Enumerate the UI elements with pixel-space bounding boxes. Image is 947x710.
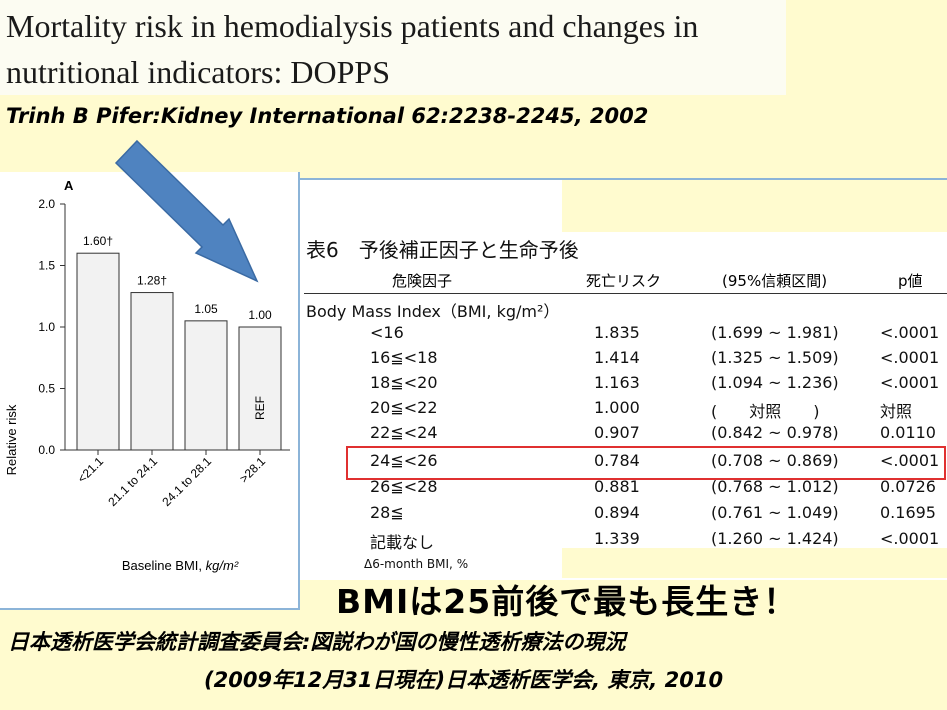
bar-value-label: 1.28† xyxy=(137,274,167,288)
arrow-icon xyxy=(114,139,259,283)
paper-title-line2: nutritional indicators: DOPPS xyxy=(6,54,390,90)
group-label: Body Mass Index（BMI, kg/m²） xyxy=(306,302,560,321)
row-risk: 0.881 xyxy=(594,477,640,496)
row-risk: 0.784 xyxy=(594,451,640,470)
row-factor: 22≦<24 xyxy=(370,423,438,442)
ref-label: REF xyxy=(253,396,267,420)
row-risk: 0.894 xyxy=(594,503,640,522)
row-risk: 1.414 xyxy=(594,348,640,367)
bar-value-label: 1.00 xyxy=(248,308,272,322)
title-highlight xyxy=(562,180,947,232)
row-p: 0.0110 xyxy=(880,423,936,442)
row-ci: (1.325 ~ 1.509) xyxy=(711,348,839,367)
row-p: <.0001 xyxy=(880,323,940,342)
x-axis-label-unit: kg/m² xyxy=(206,558,239,573)
footer-line2: (2009年12月31日現在)日本透析医学会, 東京, 2010 xyxy=(204,668,724,692)
row-p: <.0001 xyxy=(880,451,940,470)
row-factor: 28≦ xyxy=(370,503,404,522)
table-title: 表6 予後補正因子と生命予後 xyxy=(306,238,579,262)
row-factor: 16≦<18 xyxy=(370,348,438,367)
row-ci: (0.842 ~ 0.978) xyxy=(711,423,839,442)
row-factor: 20≦<22 xyxy=(370,398,438,417)
row-p: <.0001 xyxy=(880,348,940,367)
row-risk: 1.835 xyxy=(594,323,640,342)
x-axis-label-prefix: Baseline BMI, xyxy=(122,558,206,573)
row-ci: ( 対照 ) xyxy=(711,402,820,421)
x-axis-label: Baseline BMI, kg/m² xyxy=(122,558,239,573)
panel-label: A xyxy=(64,178,74,193)
header-factor: 危険因子 xyxy=(392,272,453,290)
next-group-label: Δ6-month BMI, % xyxy=(364,557,469,571)
bar-chart: A Relative risk 0.0 0.5 1.0 1.5 2.0 1.60† 1.2… xyxy=(4,178,290,573)
row-ci: (0.768 ~ 1.012) xyxy=(711,477,839,496)
bar-value-label: 1.05 xyxy=(194,302,218,316)
header-ci: (95%信頼区間) xyxy=(722,272,828,290)
citation: Trinh B Pifer:Kidney International 62:22… xyxy=(6,104,649,128)
row-ci: (1.699 ~ 1.981) xyxy=(711,323,839,342)
row-factor: 26≦<28 xyxy=(370,477,438,496)
row-p: <.0001 xyxy=(880,373,940,392)
row-p: 対照 xyxy=(880,402,913,421)
header-divider xyxy=(304,293,947,294)
y-tick-label: 1.0 xyxy=(38,320,55,334)
paper-title-line1: Mortality risk in hemodialysis patients … xyxy=(6,8,699,44)
headline: BMIは25前後で最も長生き！ xyxy=(336,582,798,621)
row-risk: 1.000 xyxy=(594,398,640,417)
bar xyxy=(184,320,228,451)
row-ci: (1.094 ~ 1.236) xyxy=(711,373,839,392)
row-risk: 0.907 xyxy=(594,423,640,442)
bar xyxy=(76,252,120,451)
bottom-highlight xyxy=(562,548,947,578)
header-risk: 死亡リスク xyxy=(586,272,662,290)
header-p: p値 xyxy=(898,272,923,290)
y-tick-label: 1.5 xyxy=(38,259,55,273)
row-ci: (1.260 ~ 1.424) xyxy=(711,529,839,548)
highlight-box xyxy=(346,446,946,480)
title-box: Mortality risk in hemodialysis patients … xyxy=(0,0,786,95)
bar xyxy=(238,326,282,451)
row-risk: 1.339 xyxy=(594,529,640,548)
row-p: 0.1695 xyxy=(880,503,936,522)
row-factor: 18≦<20 xyxy=(370,373,438,392)
row-p: 0.0726 xyxy=(880,477,936,496)
y-axis-label: Relative risk xyxy=(4,404,19,475)
y-tick-label: 2.0 xyxy=(38,197,55,211)
y-tick-label: 0.5 xyxy=(38,382,55,396)
row-factor: 記載なし xyxy=(370,533,435,552)
bar xyxy=(130,292,174,451)
footer-line1: 日本透析医学会統計調査委員会:図説わが国の慢性透析療法の現況 xyxy=(8,630,626,654)
row-ci: (0.708 ~ 0.869) xyxy=(711,451,839,470)
row-ci: (0.761 ~ 1.049) xyxy=(711,503,839,522)
row-p: <.0001 xyxy=(880,529,940,548)
row-factor: <16 xyxy=(370,323,404,342)
row-factor: 24≦<26 xyxy=(370,451,438,470)
row-risk: 1.163 xyxy=(594,373,640,392)
table-panel xyxy=(298,178,947,580)
y-tick-label: 0.0 xyxy=(38,443,55,457)
bar-value-label: 1.60† xyxy=(83,234,113,248)
